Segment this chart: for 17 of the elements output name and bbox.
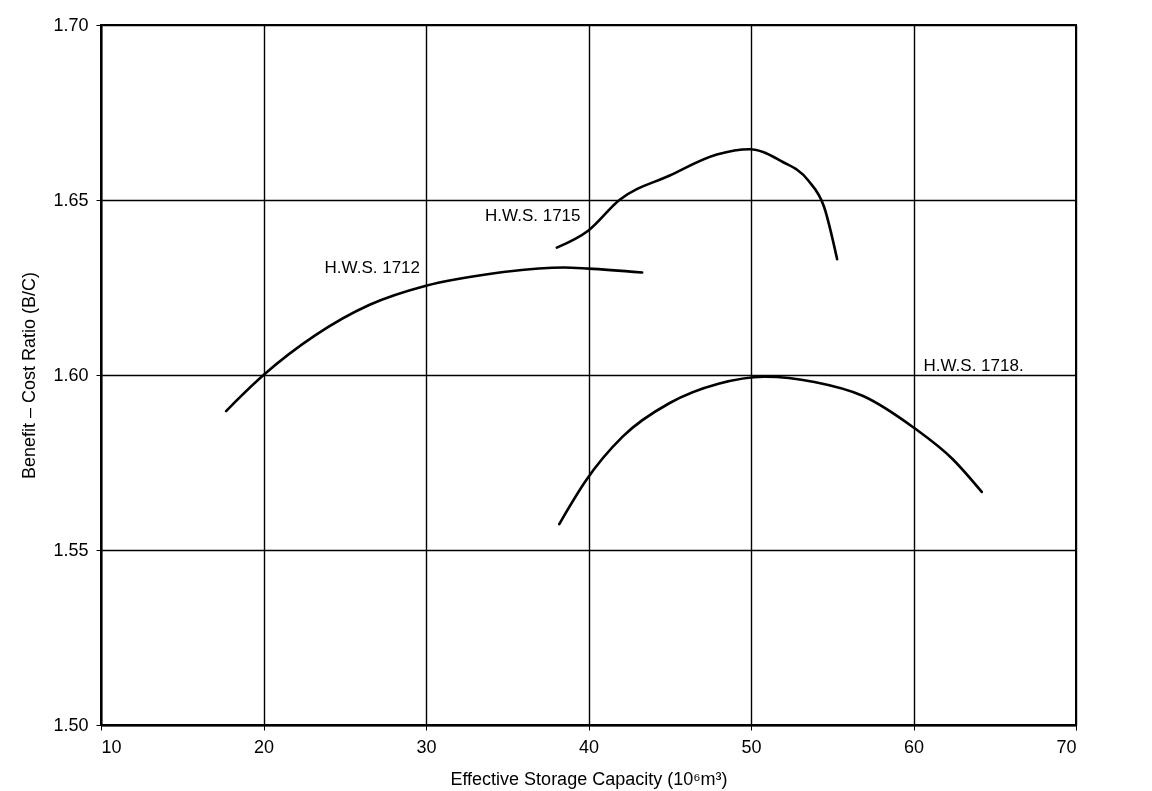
x-tick-label: 70: [1056, 736, 1077, 757]
x-tick-label: 20: [253, 736, 275, 757]
text: H.W.S. 1718.: [923, 355, 1024, 375]
x-tick-label: 30: [416, 736, 437, 757]
y-tick-label: 1.60: [53, 364, 89, 385]
y-axis-title: Benefit – Cost Ratio (B/C): [19, 271, 40, 480]
x-tick-label: 40: [578, 736, 600, 757]
x-axis-title: Effective Storage Capacity (10⁶m³): [450, 768, 728, 789]
series-label: H.W.S. 1712: [324, 257, 420, 277]
y-tick-label: 1.65: [53, 189, 89, 210]
x-tick-label: 60: [903, 736, 925, 757]
x-tick-label: 50: [741, 736, 762, 757]
y-tick-label: 1.70: [53, 14, 89, 35]
series-label: H.W.S. 1715: [485, 206, 581, 226]
y-tick-label: 1.50: [53, 714, 89, 735]
y-tick-label: 1.55: [53, 539, 89, 560]
x-tick-label: 10: [101, 736, 122, 757]
